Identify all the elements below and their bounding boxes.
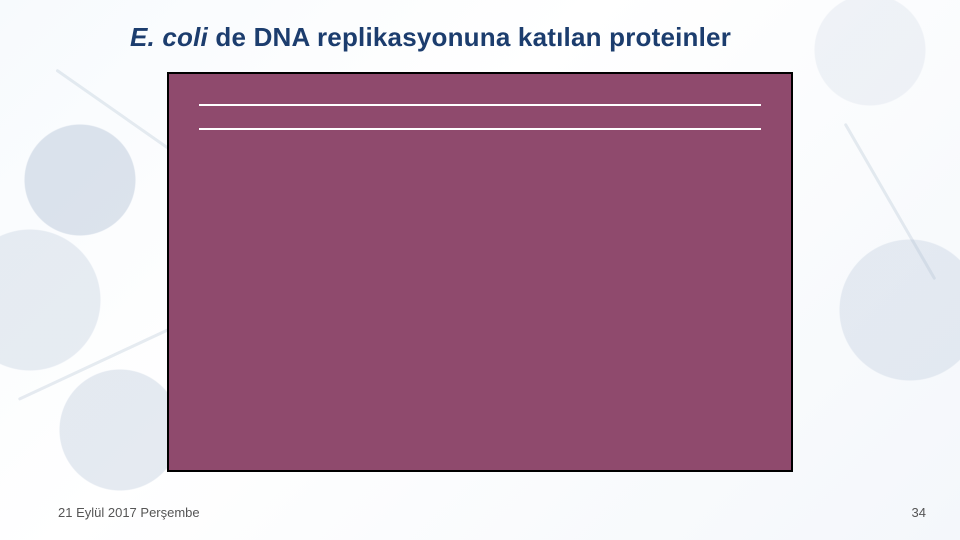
content-panel xyxy=(167,72,793,472)
slide: E. coli de DNA replikasyonuna katılan pr… xyxy=(0,0,960,540)
panel-divider xyxy=(199,104,761,106)
bg-decoration xyxy=(18,322,182,401)
footer-date: 21 Eylül 2017 Perşembe xyxy=(58,505,200,520)
panel-divider xyxy=(199,128,761,130)
slide-title: E. coli de DNA replikasyonuna katılan pr… xyxy=(130,22,731,53)
bg-decoration xyxy=(844,123,937,280)
title-italic: E. coli xyxy=(130,22,208,52)
title-rest: de DNA replikasyonuna katılan proteinler xyxy=(208,22,731,52)
footer-page-number: 34 xyxy=(912,505,926,520)
